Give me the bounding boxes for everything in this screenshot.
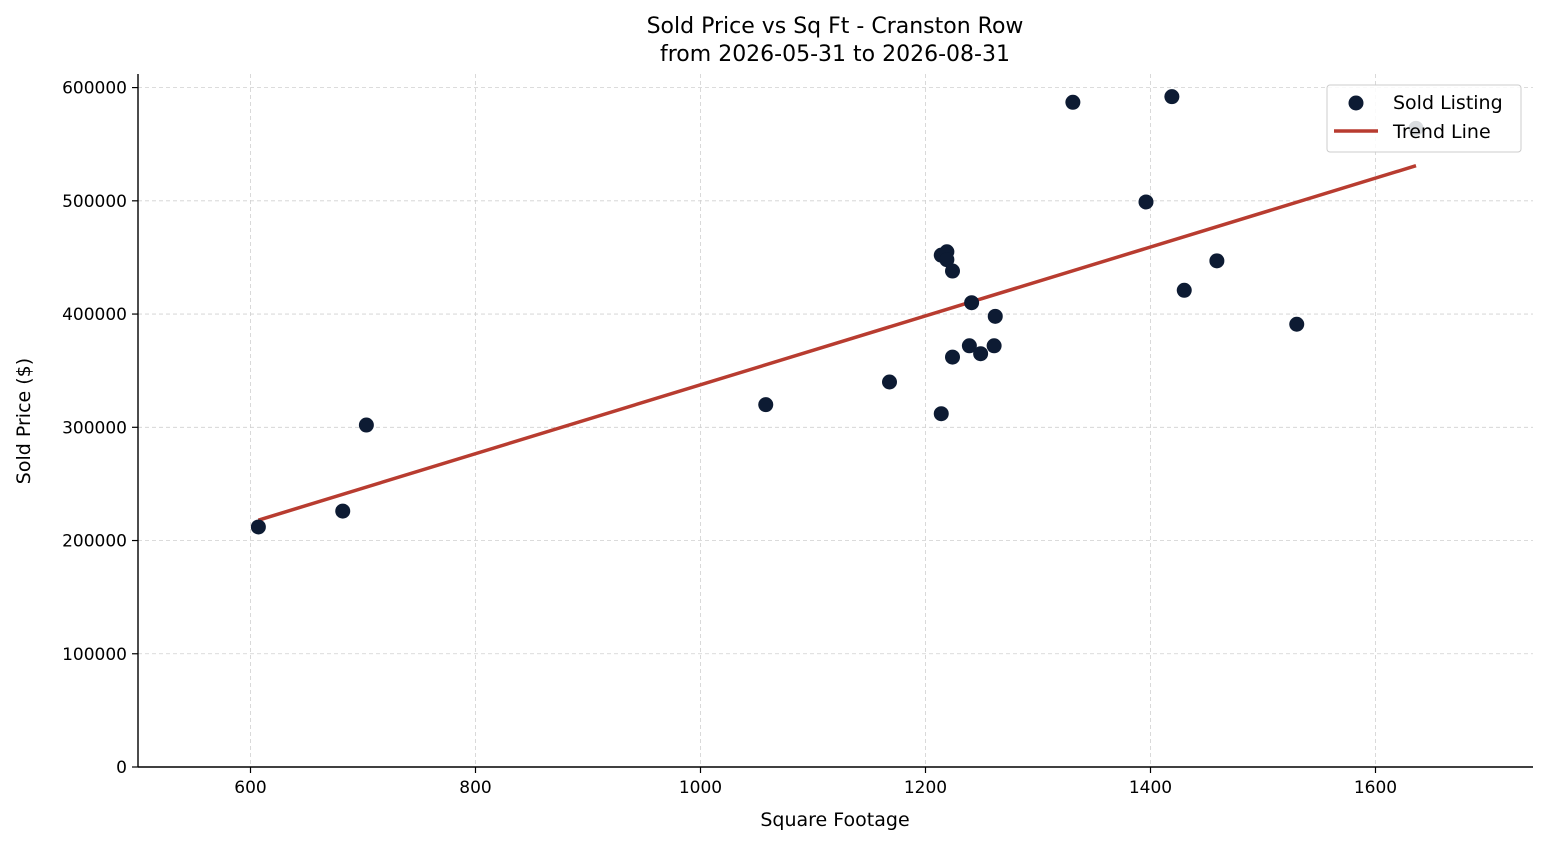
y-tick-label: 600000 — [62, 79, 127, 99]
data-point — [939, 252, 955, 268]
y-tick-label: 300000 — [62, 418, 127, 438]
data-point — [961, 338, 977, 354]
data-point — [945, 349, 960, 365]
data-point — [1176, 282, 1192, 298]
data-point — [250, 519, 266, 535]
chart-title: Sold Price vs Sq Ft - Cranston Row — [647, 14, 1024, 39]
data-point — [1065, 94, 1081, 110]
y-tick-label: 200000 — [62, 532, 127, 552]
data-point — [987, 308, 1003, 324]
data-point — [335, 503, 351, 519]
grid — [138, 74, 1533, 768]
data-point — [986, 338, 1002, 354]
data-point — [882, 374, 897, 390]
data-point — [1138, 194, 1154, 210]
legend-label-trend-line: Trend Line — [1392, 121, 1491, 143]
data-point — [1289, 316, 1305, 332]
x-ticks: 600 800 1000 1200 1400 1600 — [234, 767, 1397, 798]
x-tick-label: 1600 — [1354, 778, 1397, 798]
y-axis-label: Sold Price ($) — [13, 358, 35, 484]
y-tick-label: 100000 — [62, 645, 127, 665]
y-tick-label: 0 — [116, 758, 127, 778]
legend: Sold Listing Trend Line — [1326, 84, 1522, 153]
x-tick-label: 600 — [234, 778, 266, 798]
legend-box — [1326, 84, 1522, 153]
x-tick-label: 1200 — [904, 778, 947, 798]
data-points — [250, 89, 1424, 535]
x-tick-label: 800 — [459, 778, 491, 798]
legend-label-sold-listing: Sold Listing — [1393, 92, 1503, 114]
trend-line — [257, 164, 1417, 522]
data-point — [973, 346, 989, 362]
data-point — [933, 406, 949, 422]
trend-line-layer — [257, 164, 1417, 522]
y-ticks: 0 100000 200000 300000 400000 500000 600000 — [62, 79, 138, 778]
data-point — [1209, 253, 1225, 269]
data-point — [358, 417, 374, 433]
x-axis-label: Square Footage — [760, 809, 909, 831]
data-point — [758, 397, 774, 413]
data-point — [945, 263, 960, 279]
legend-marker-sold-listing — [1348, 95, 1364, 111]
y-tick-label: 500000 — [62, 192, 127, 212]
x-tick-label: 1000 — [679, 778, 722, 798]
y-tick-label: 400000 — [62, 305, 127, 325]
axes — [137, 74, 1533, 768]
chart-subtitle: from 2026-05-31 to 2026-08-31 — [660, 42, 1010, 67]
x-tick-label: 1400 — [1129, 778, 1172, 798]
data-point — [964, 295, 980, 311]
data-point — [1164, 89, 1180, 105]
